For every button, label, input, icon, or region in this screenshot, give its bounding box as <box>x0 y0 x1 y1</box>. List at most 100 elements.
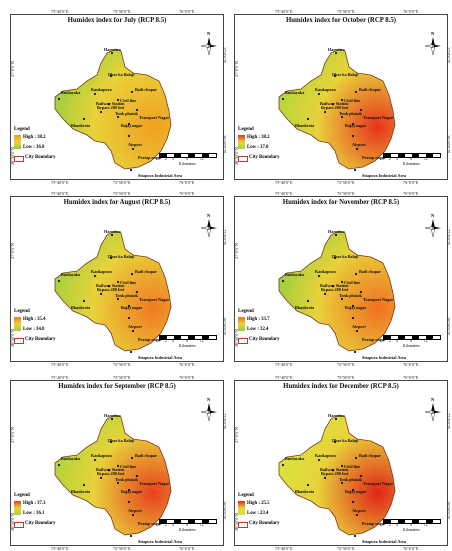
scale-bar-graphic <box>383 153 441 158</box>
lon-label: 75°50'0"E <box>113 362 131 367</box>
place-marker <box>306 483 310 487</box>
place-label: Railway Station <box>96 283 125 288</box>
boundary-label: City Boundary <box>249 337 280 342</box>
boundary-swatch <box>14 522 24 528</box>
lon-label: 76°0'0"E <box>403 362 419 367</box>
place-label: Bhankrota <box>295 305 315 310</box>
lon-label: 75°50'0"E <box>113 375 131 380</box>
city-boundary <box>278 230 396 352</box>
place-marker <box>355 513 359 517</box>
lon-label: 75°50'0"E <box>337 546 355 551</box>
north-label: N <box>431 397 435 402</box>
place-label: Dhar ka Balaji <box>108 438 135 443</box>
legend-high: High : 38.2 <box>247 135 270 140</box>
place-marker <box>334 417 338 421</box>
place-label: Civil line <box>344 464 361 469</box>
place-marker <box>135 290 139 294</box>
boundary-label: City Boundary <box>249 521 280 526</box>
place-marker <box>317 458 321 462</box>
legend-low: Low : 36.8 <box>23 145 45 150</box>
place-label: Civil line <box>344 98 361 103</box>
place-label: Pratap nagar <box>362 521 386 526</box>
place-marker <box>351 134 355 138</box>
place-marker <box>93 274 97 278</box>
scale-tick: 4 <box>172 157 174 161</box>
place-label: Kankapura <box>91 453 112 458</box>
place-marker <box>334 233 338 237</box>
legend-low: Low : 36.1 <box>23 511 45 516</box>
place-label: Tonk phatak <box>339 293 362 298</box>
humidex-surface <box>278 48 396 172</box>
north-label: N <box>207 397 211 402</box>
place-label: Harmara <box>328 413 345 418</box>
place-label: Airport <box>128 508 142 513</box>
place-label: Kankapura <box>315 453 336 458</box>
north-arrow-icon: N <box>424 31 441 56</box>
place-label: Railway Station <box>320 101 349 106</box>
place-marker <box>317 92 321 96</box>
legend-color-ramp <box>238 317 245 331</box>
place-marker <box>340 297 344 301</box>
place-marker <box>340 115 344 119</box>
legend-high: High : 33.7 <box>247 317 270 322</box>
scale-tick: 12 <box>424 157 428 161</box>
place-marker <box>353 168 357 172</box>
place-marker <box>351 122 355 126</box>
city-boundary <box>278 48 396 170</box>
scale-tick: 12 <box>200 523 204 527</box>
north-arrow-icon: N <box>424 213 441 238</box>
legend-low: Low : 23.4 <box>247 511 269 516</box>
place-label: Sitapura Industrial Area <box>138 539 183 544</box>
place-label: Bindayaka <box>285 456 305 461</box>
place-marker <box>354 272 358 276</box>
lon-label: 75°50'0"E <box>337 191 355 196</box>
place-marker <box>334 51 338 55</box>
place-label: Bhankrota <box>295 123 315 128</box>
place-marker <box>355 329 359 333</box>
boundary-label: City Boundary <box>25 521 56 526</box>
map-panel: Humidex index for November (RCP 8.5) 75°4… <box>234 191 451 367</box>
lon-label: 75°40'0"E <box>51 180 69 185</box>
map-panel: Humidex index for December (RCP 8.5) 75°4… <box>234 375 451 551</box>
humidex-surface <box>54 48 172 172</box>
place-label: Dhar ka Balaji <box>108 72 135 77</box>
place-marker <box>127 500 131 504</box>
scale-bar: 0 2 4 8 12 Kilometers <box>158 335 219 349</box>
lon-label: 75°50'0"E <box>337 362 355 367</box>
place-marker <box>116 297 120 301</box>
place-marker <box>82 483 86 487</box>
legend-color-ramp <box>238 135 245 149</box>
place-label: Bhankrota <box>295 489 315 494</box>
scale-tick: 0 <box>382 157 384 161</box>
place-label: Bindayaka <box>285 272 305 277</box>
place-marker <box>351 316 355 320</box>
scale-tick: 2 <box>389 157 391 161</box>
scale-tick: 0 <box>158 157 160 161</box>
legend-high: High : 35.4 <box>23 317 46 322</box>
scale-bar: 0 2 4 8 12 Kilometers <box>158 153 219 167</box>
place-label: Dhar ka Balaji <box>332 438 359 443</box>
place-label: Civil line <box>120 464 137 469</box>
lon-label: 75°40'0"E <box>275 375 293 380</box>
legend-high: High : 37.3 <box>23 501 46 506</box>
scale-bar: 0 2 4 8 12 Kilometers <box>382 335 443 349</box>
place-label: Transport Nagar <box>139 297 170 302</box>
scale-tick: 2 <box>389 523 391 527</box>
place-marker <box>116 115 120 119</box>
place-marker <box>359 290 363 294</box>
scale-tick: 2 <box>165 523 167 527</box>
place-marker <box>109 440 113 444</box>
place-marker <box>107 468 111 472</box>
place-marker <box>359 108 363 112</box>
north-label: N <box>431 213 435 218</box>
place-marker <box>116 464 120 468</box>
place-marker <box>127 488 131 492</box>
lon-label: 75°40'0"E <box>51 191 69 196</box>
north-arrow-icon: N <box>424 397 441 422</box>
place-label: Dhar ka Balaji <box>332 254 359 259</box>
scale-tick: 12 <box>200 339 204 343</box>
place-marker <box>82 299 86 303</box>
north-arrow-icon: N <box>200 397 217 422</box>
place-marker <box>281 97 285 101</box>
legend-title: Legend <box>14 127 30 132</box>
